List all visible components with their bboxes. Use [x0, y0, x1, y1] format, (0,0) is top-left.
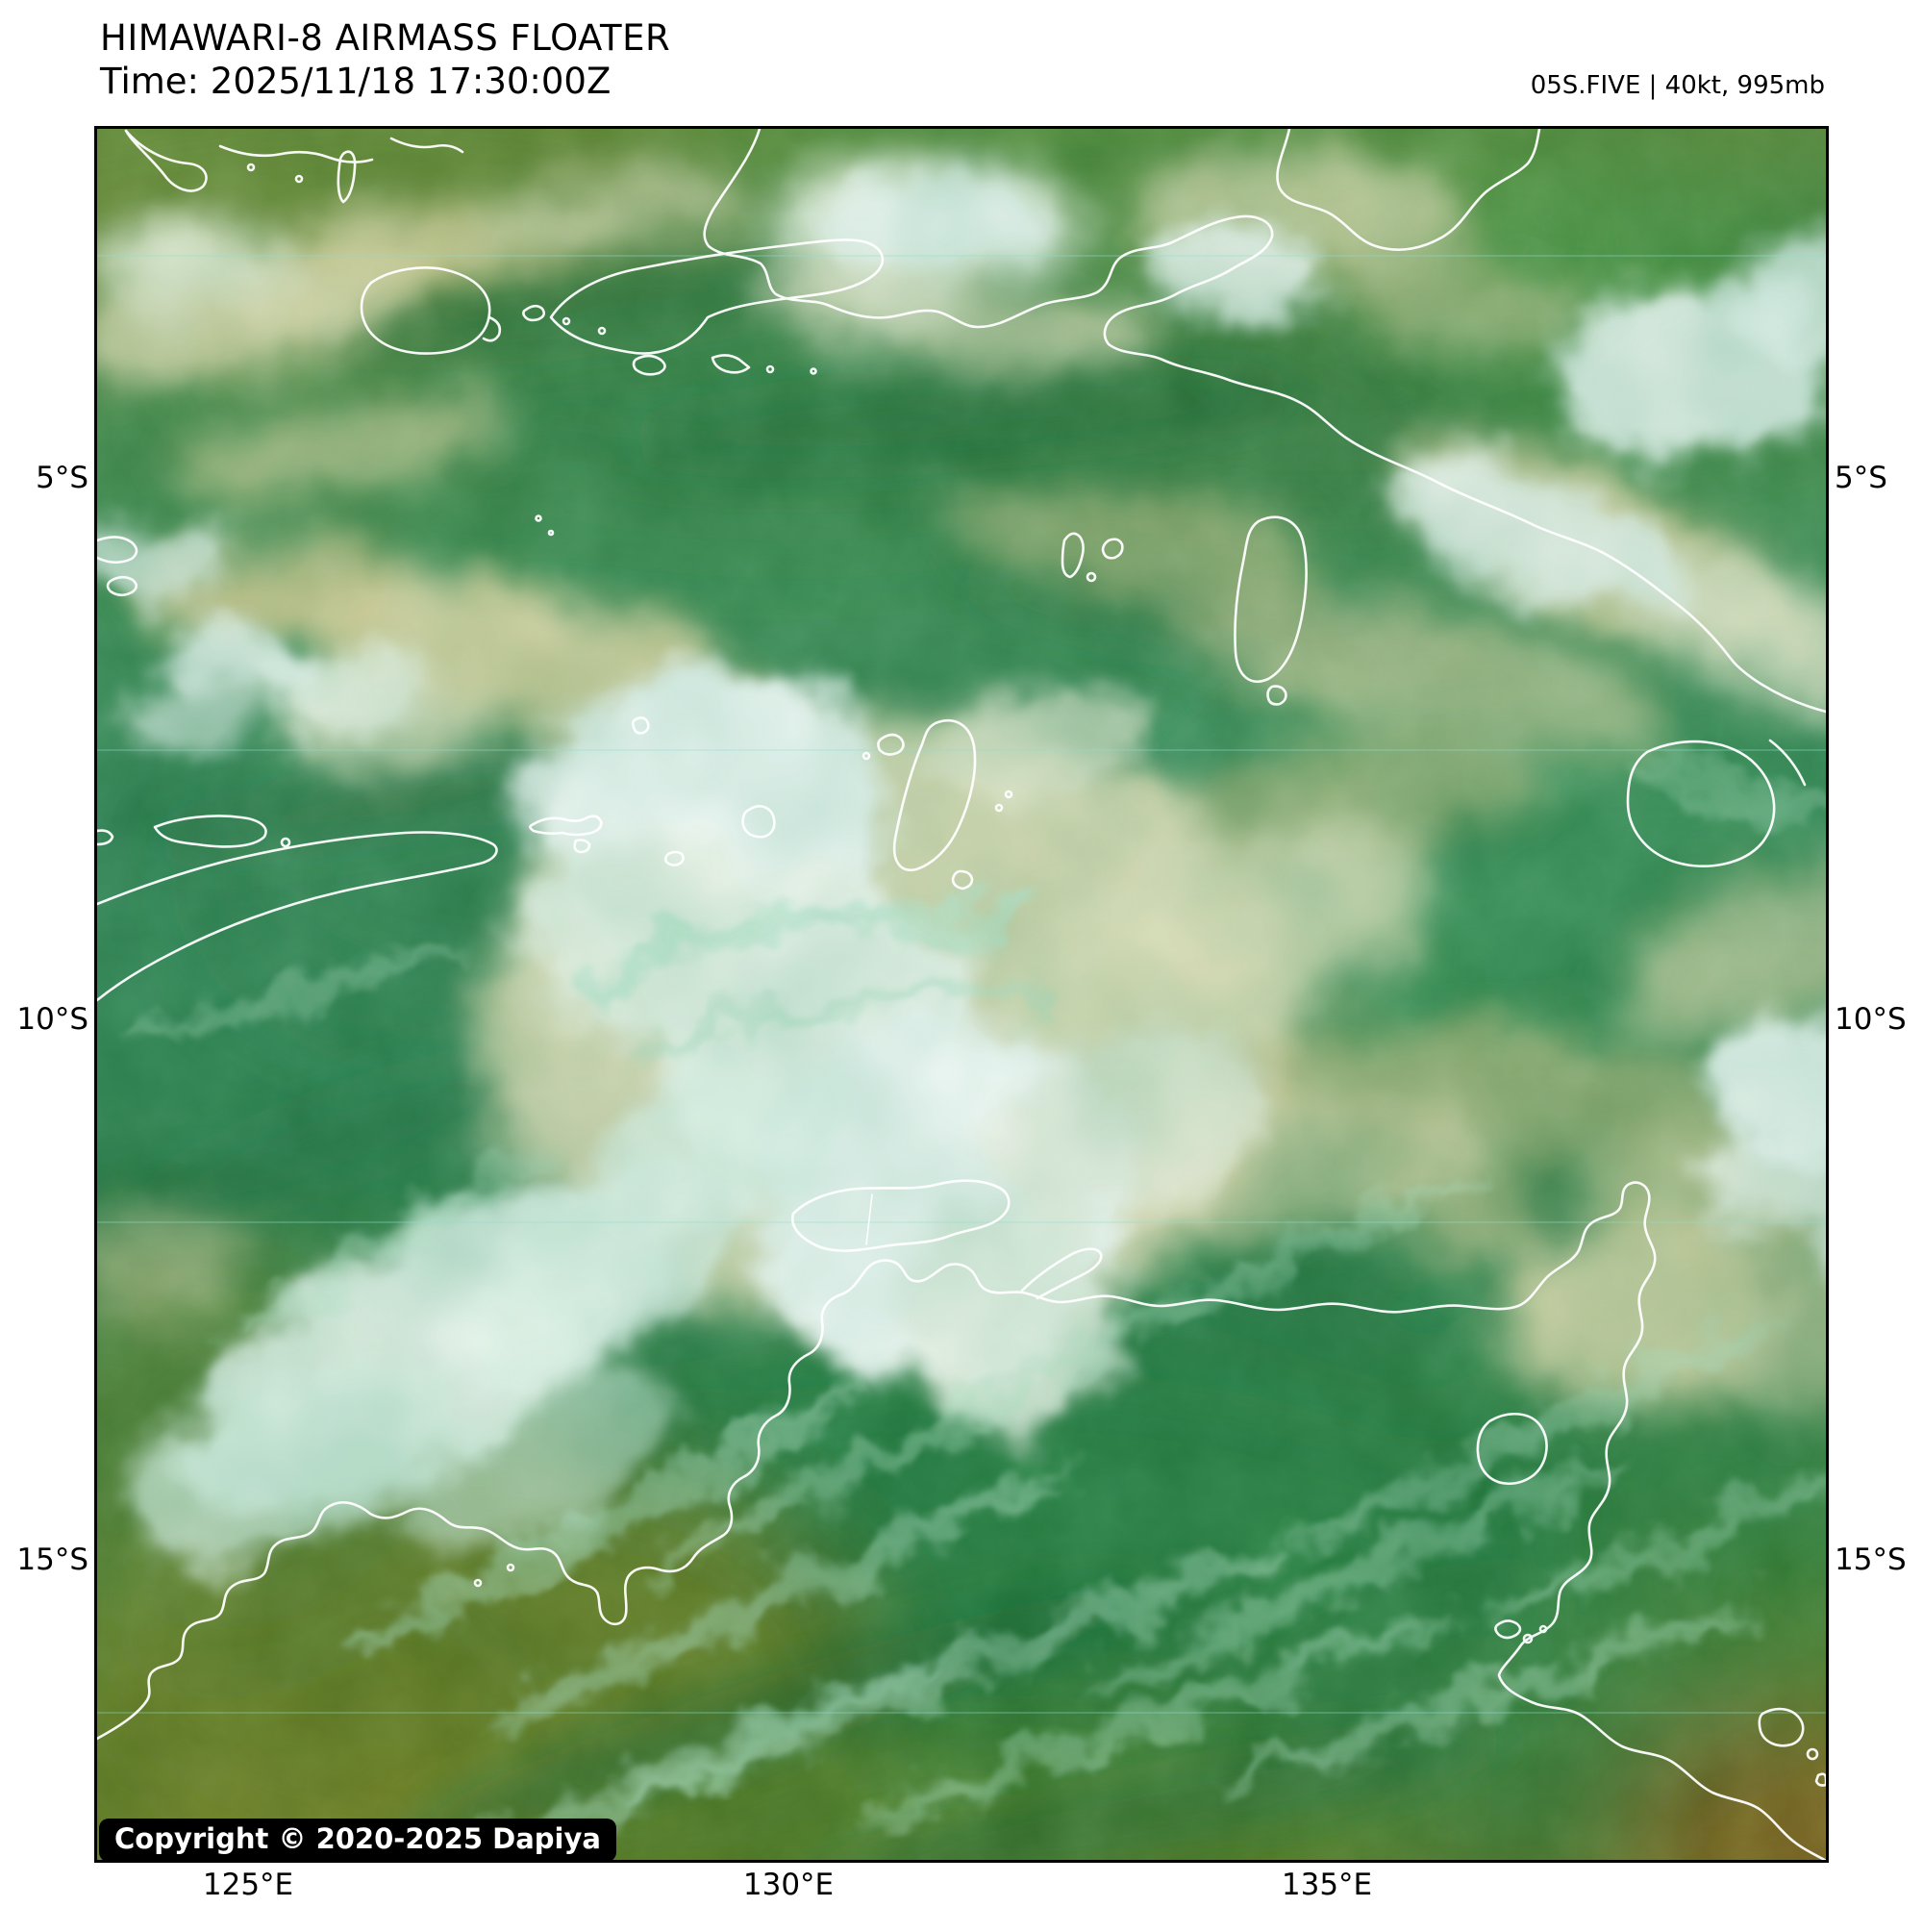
satellite-image — [97, 129, 1826, 1860]
storm-info-label: 05S.FIVE | 40kt, 995mb — [1530, 71, 1825, 100]
lat-label-right-10s: 10°S — [1835, 1002, 1907, 1037]
copyright-badge: Copyright © 2020-2025 Dapiya — [99, 1819, 616, 1862]
lat-label-right-15s: 15°S — [1835, 1543, 1907, 1577]
lat-label-right-5s: 5°S — [1835, 461, 1887, 495]
scan-seams — [97, 255, 1826, 1714]
page-title: HIMAWARI-8 AIRMASS FLOATER — [100, 17, 671, 59]
map-frame — [94, 126, 1829, 1863]
lat-label-left-10s: 10°S — [16, 1002, 88, 1037]
grain-dark — [97, 129, 1826, 1860]
coastline-layer — [97, 129, 1826, 1860]
lon-label-130e: 130°E — [742, 1868, 835, 1902]
lon-label-125e: 125°E — [202, 1868, 294, 1902]
lat-label-left-5s: 5°S — [36, 461, 88, 495]
timestamp-label: Time: 2025/11/18 17:30:00Z — [100, 61, 612, 102]
lat-label-left-15s: 15°S — [16, 1543, 88, 1577]
lon-label-135e: 135°E — [1281, 1868, 1373, 1902]
